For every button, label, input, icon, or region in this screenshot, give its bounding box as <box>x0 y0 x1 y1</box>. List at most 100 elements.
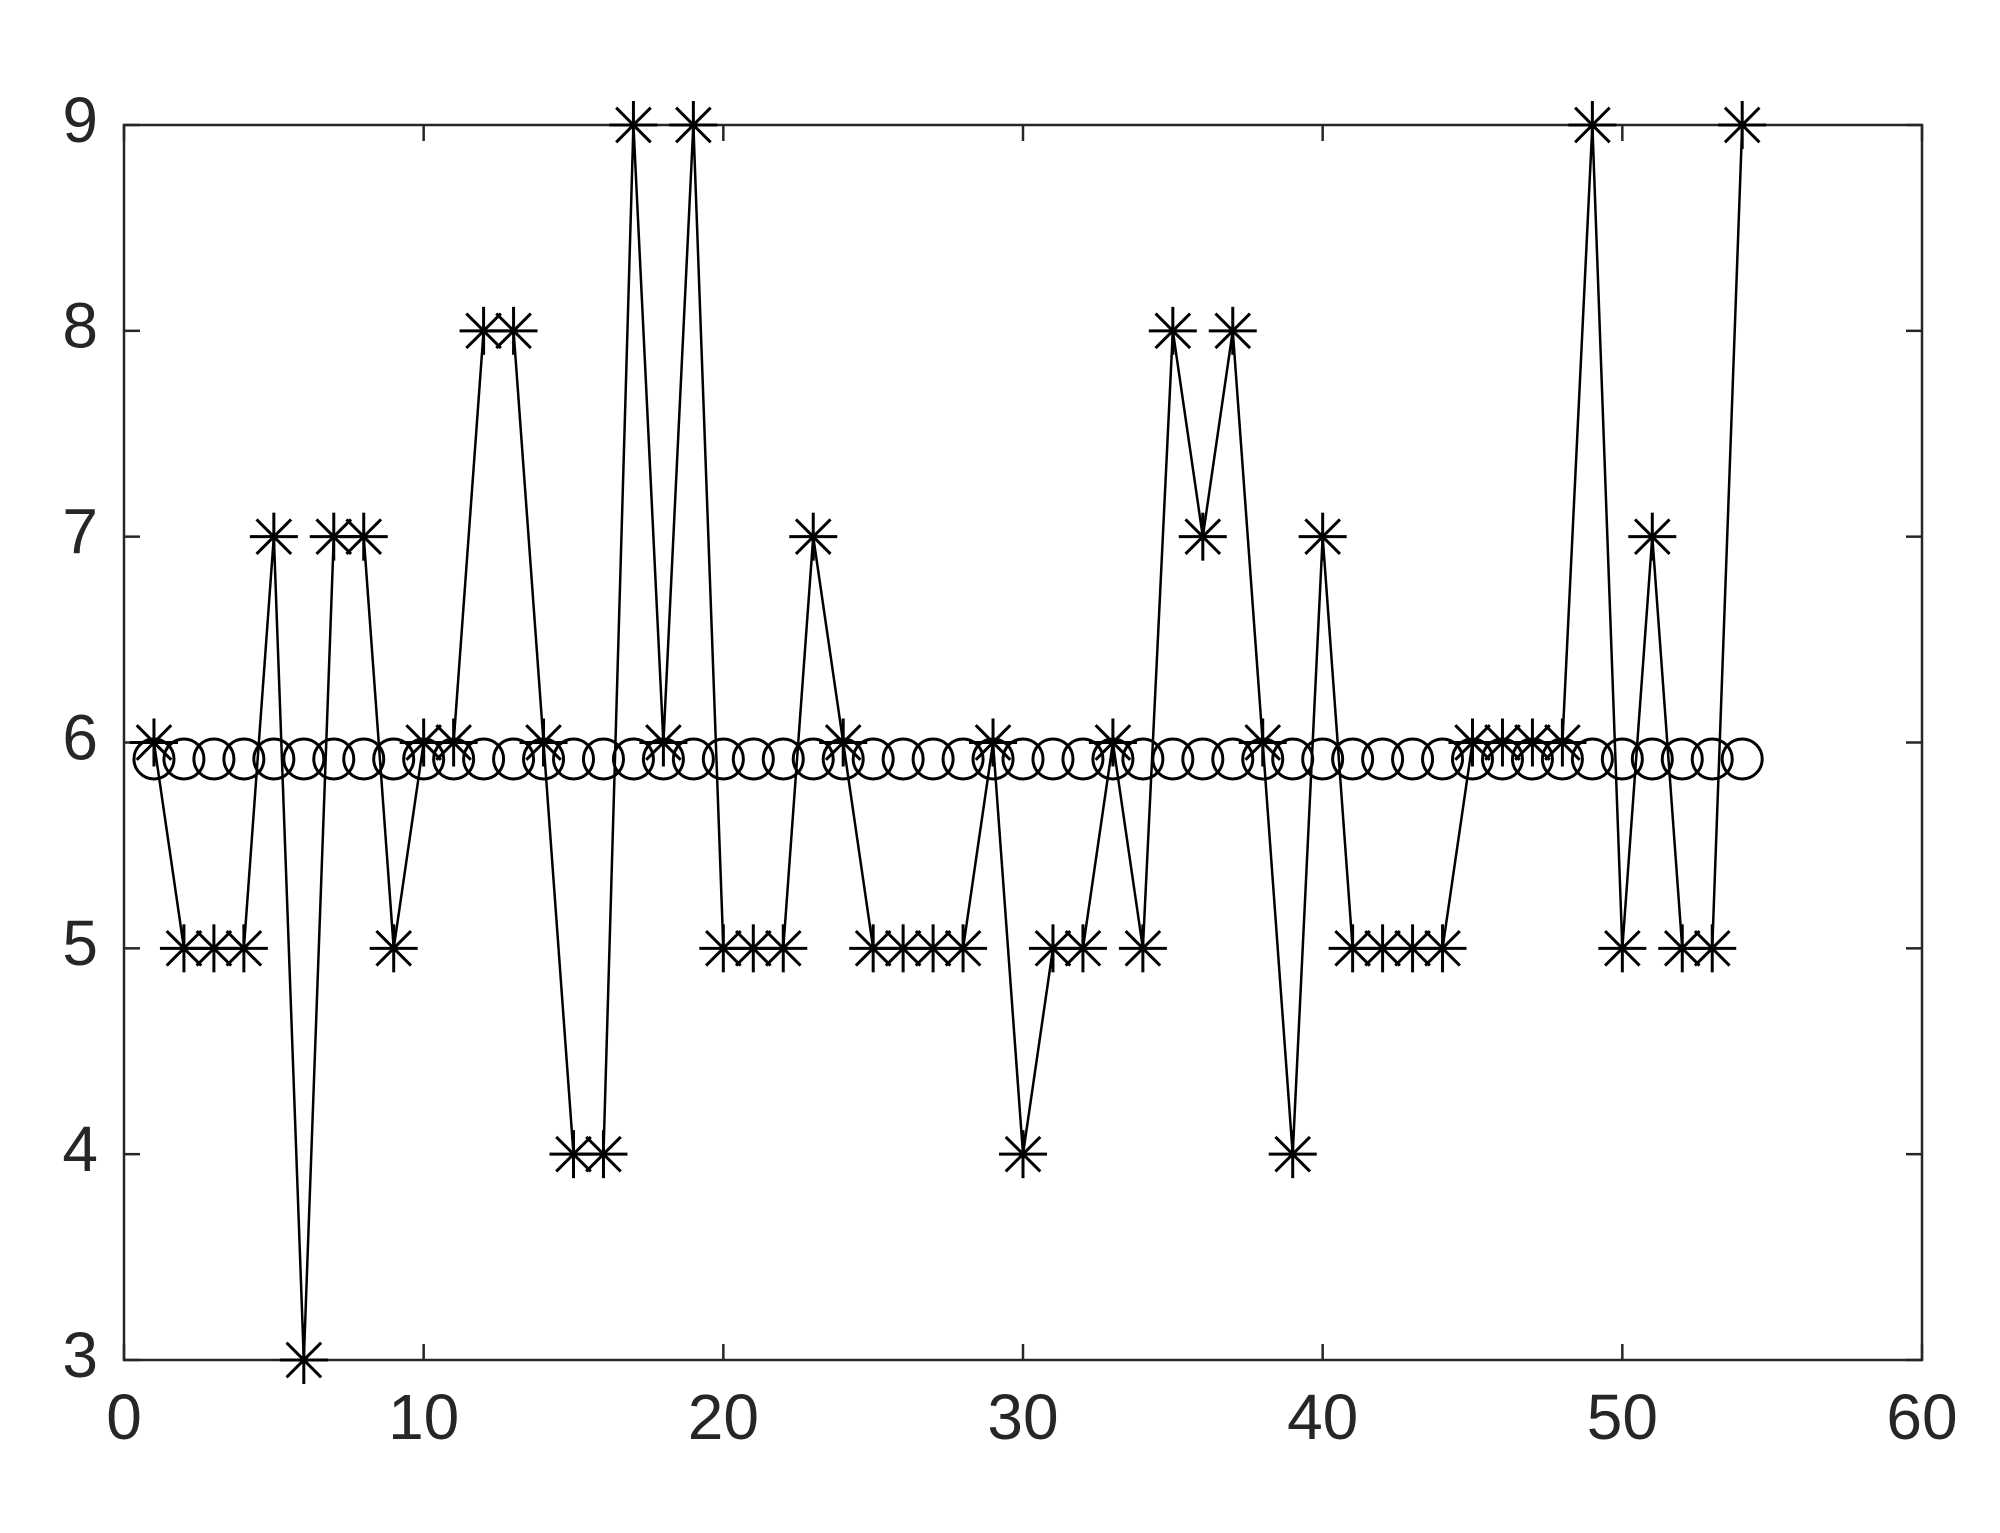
asterisk-stroke <box>315 518 353 556</box>
data-point <box>1241 737 1285 781</box>
data-point <box>1480 737 1524 781</box>
data-point <box>1331 737 1375 781</box>
data-point <box>1031 737 1075 781</box>
data-point <box>909 924 958 973</box>
data-point <box>1301 737 1345 781</box>
data-point <box>279 1336 328 1384</box>
data-point <box>219 924 268 973</box>
data-point <box>1540 737 1584 781</box>
circle-outline <box>192 737 236 781</box>
data-point <box>492 737 536 781</box>
asterisk-stroke <box>704 929 742 967</box>
data-point <box>789 512 838 561</box>
circle-outline <box>282 737 326 781</box>
asterisk-stroke <box>1214 312 1252 350</box>
asterisk-stroke <box>1693 929 1731 967</box>
data-point <box>342 737 386 781</box>
data-point <box>941 737 985 781</box>
x-tick-label: 50 <box>1587 1381 1658 1453</box>
data-point <box>1718 101 1767 149</box>
circle-outline <box>162 737 206 781</box>
data-point <box>1688 924 1737 973</box>
data-point <box>581 737 625 781</box>
circle-outline <box>1241 737 1285 781</box>
data-point <box>1151 737 1195 781</box>
circle-outline <box>372 737 416 781</box>
asterisk-stroke <box>465 312 502 350</box>
circle-outline <box>821 737 865 781</box>
circle-outline <box>791 737 835 781</box>
data-point <box>249 512 298 561</box>
circle-outline <box>731 737 775 781</box>
asterisk-stroke <box>1274 1135 1312 1173</box>
circle-outline <box>1570 737 1614 781</box>
circle-outline <box>1091 737 1135 781</box>
circle-outline <box>342 737 386 781</box>
asterisk-stroke <box>1723 106 1761 144</box>
circle-outline <box>1061 737 1105 781</box>
data-point <box>1510 737 1554 781</box>
asterisk-stroke <box>794 518 832 556</box>
asterisk-stroke <box>675 106 712 144</box>
circle-outline <box>1151 737 1195 781</box>
data-point <box>222 737 266 781</box>
data-point <box>1121 737 1165 781</box>
y-tick-label: 9 <box>62 84 98 156</box>
asterisk-stroke <box>555 1135 592 1173</box>
data-point <box>881 737 925 781</box>
asterisk-stroke <box>1364 929 1401 967</box>
data-point <box>701 737 745 781</box>
data-point <box>1091 737 1135 781</box>
circle-outline <box>132 737 176 781</box>
circle-outline <box>611 737 655 781</box>
circle-outline <box>1121 737 1165 781</box>
data-point <box>611 737 655 781</box>
asterisk-stroke <box>1334 929 1371 967</box>
asterisk-stroke <box>585 1135 622 1173</box>
circle-outline <box>402 737 446 781</box>
data-point <box>731 737 775 781</box>
data-point <box>1061 737 1105 781</box>
circle-outline <box>1451 737 1494 781</box>
circle-outline <box>1211 737 1255 781</box>
data-point <box>851 737 895 781</box>
data-point <box>1208 306 1257 355</box>
asterisk-stroke <box>1394 929 1431 967</box>
data-point <box>1421 737 1465 781</box>
data-point <box>641 737 685 781</box>
data-point <box>312 737 356 781</box>
asterisk-stroke <box>1304 518 1342 556</box>
data-point <box>1600 737 1644 781</box>
data-point <box>462 737 506 781</box>
circle-outline <box>671 737 715 781</box>
data-point <box>1058 924 1107 973</box>
data-point <box>849 924 898 973</box>
circle-outline <box>462 737 506 781</box>
asterisk-stroke <box>615 106 652 144</box>
data-point <box>1211 737 1255 781</box>
y-tick-label: 6 <box>62 701 98 773</box>
circle-outline <box>1600 737 1644 781</box>
asterisk-stroke <box>854 929 892 967</box>
data-point <box>609 101 658 149</box>
data-point <box>1148 306 1197 355</box>
data-point <box>1328 924 1377 973</box>
circle-outline <box>1660 737 1704 781</box>
data-point <box>1391 737 1435 781</box>
data-point <box>522 737 566 781</box>
circle-outline <box>492 737 536 781</box>
asterisk-stroke <box>345 518 383 556</box>
asterisk-stroke <box>734 929 772 967</box>
data-point <box>911 737 955 781</box>
data-point <box>671 737 715 781</box>
data-point <box>939 924 988 973</box>
x-tick-label: 40 <box>1287 1381 1358 1453</box>
x-tick-label: 60 <box>1886 1381 1957 1453</box>
circle-outline <box>252 737 296 781</box>
asterisk-stroke <box>1064 929 1102 967</box>
y-tick-label: 3 <box>62 1319 98 1391</box>
circle-outline <box>1421 737 1465 781</box>
circle-outline <box>1331 737 1375 781</box>
data-point <box>339 512 388 561</box>
